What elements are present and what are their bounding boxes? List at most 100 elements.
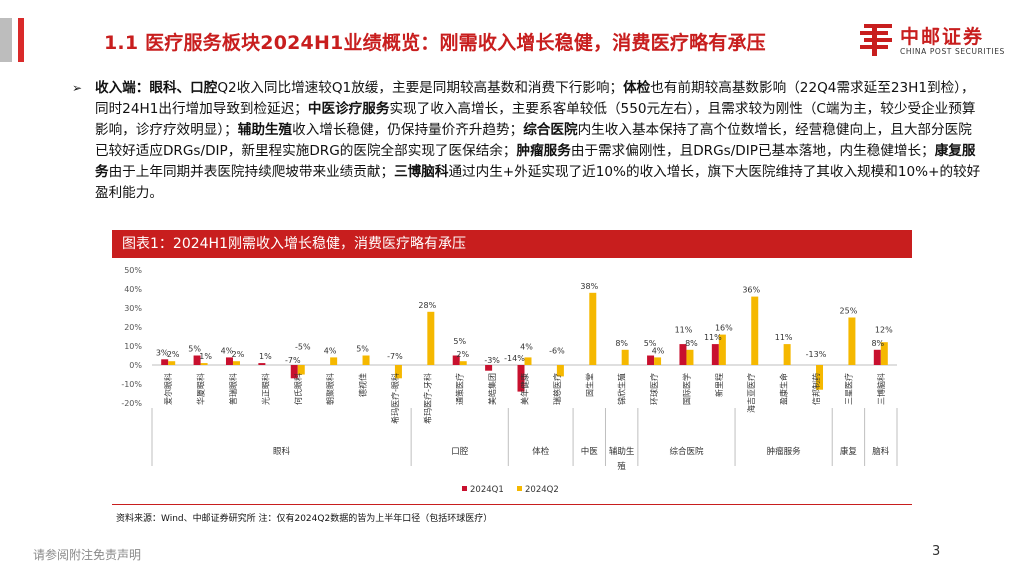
bar-2024Q1 [225,357,233,365]
bar-chart: 50% 40% 30% 20% 10% 0% -10% -20% 3% 2% 5% 1% 4% 2% 1% -… [112,258,912,508]
group-label: 康复 [840,446,858,457]
category-label: 朝聚眼科 [325,373,335,405]
logo-chinese-name: 中邮证券 [900,26,985,48]
category-label: 锦欣生殖 [617,373,627,405]
keyword-segment: 三博脑科 [394,164,449,180]
category-label: 新里程 [714,373,724,397]
category-label: 三星医疗 [843,373,853,405]
data-label: 2% [167,350,180,359]
group-label: 殖 [617,461,626,472]
text-segment: 由于上年同期并表医院持续爬坡带来业绩贡献； [108,164,395,180]
data-label: 11% [675,326,693,335]
category-label: 国际医学 [681,373,691,405]
data-label: 5% [453,337,466,346]
keyword-segment: 辅助生殖 [237,122,293,138]
keyword-segment: 中医诊疗服务 [307,101,390,117]
text-segment: 由于需求偏刚性，且DRGs/DIP已基本落地，内生稳健增长； [570,143,935,159]
bar-2024Q1 [452,355,460,365]
category-label: 通策医疗 [455,373,465,405]
data-label: 4% [221,346,234,355]
category-label: 三博脑科 [876,373,886,405]
keyword-segment: 收入端： [95,80,150,96]
disclaimer-link[interactable]: 请参阅附注免责声明 [33,548,142,562]
group-label: 脑科 [872,446,890,457]
data-label: 16% [715,324,733,333]
bar-2024Q1 [290,365,298,379]
bar-2024Q2 [297,365,305,375]
data-label: 8% [615,339,628,348]
category-label: 瑞慈医疗 [552,373,562,405]
bar-2024Q2 [589,292,597,365]
data-label: 38% [580,282,598,291]
chart-title-bar: 图表1：2024H1刚需收入增长稳健，消费医疗略有承压 [112,230,912,258]
category-label: 德视佳 [358,373,368,397]
group-label: 眼科 [273,446,291,457]
bar-2024Q2 [394,365,402,379]
data-label: 25% [840,307,858,316]
group-label: 肿瘤服务 [767,446,802,457]
body-paragraph: ➢ 收入端：眼科、口腔Q2收入同比增速较Q1放缓，主要是同期较高基数和消费下行影… [70,78,985,204]
keyword-segment: 肿瘤服务 [516,143,571,159]
legend-swatch-2024Q2 [517,486,522,491]
data-label: 11% [704,333,722,342]
bar-2024Q2 [686,349,694,365]
bar-2024Q1 [485,365,493,371]
data-label: 1% [199,352,212,361]
data-label: 11% [775,333,793,342]
legend-label: 2024Q2 [525,485,559,495]
bar-2024Q2 [556,365,564,377]
bar-2024Q2 [654,357,662,365]
y-tick-label: -10% [121,380,142,389]
bar-2024Q2 [232,361,240,365]
category-label: 华厦眼科 [196,373,206,405]
legend-swatch-2024Q1 [462,486,467,491]
data-label: -3% [484,356,500,365]
y-tick-label: 0% [129,361,142,370]
text-segment: 通过内生+外延实现了近10%的收入增长，旗下大医院维持了其收入规模和10%+的较… [95,164,981,201]
data-label: -5% [295,343,311,352]
category-label: 爱尔眼科 [163,373,173,405]
group-label: 综合医院 [669,446,704,457]
category-label: 盈康生命 [779,373,789,405]
bar-2024Q1 [517,365,525,392]
category-label: 固生堂 [584,373,594,397]
y-tick-label: 40% [124,285,142,294]
data-label: 5% [644,339,657,348]
data-label: 8% [871,339,884,348]
category-label: 普瑞眼科 [228,373,238,405]
page-number: 3 [932,544,941,559]
bar-2024Q2 [524,357,532,365]
data-label: -7% [285,356,301,365]
data-label: 2% [232,350,245,359]
bar-2024Q1 [161,359,169,365]
data-label: -13% [806,350,827,359]
group-label: 中医 [581,446,599,457]
chart-bottom-rule [112,504,912,505]
bar-2024Q1 [873,349,881,365]
y-tick-label: -20% [121,399,142,408]
keyword-segment: 综合医院 [523,122,578,138]
data-label: 28% [418,301,436,310]
category-label: 美年健康 [520,373,530,405]
bar-2024Q2 [362,355,370,365]
data-label: -14% [504,354,525,363]
bar-2024Q2 [621,349,629,365]
group-label: 口腔 [451,446,469,457]
bullet-arrow-icon: ➢ [72,81,83,95]
data-label: 5% [356,345,369,354]
data-label: 4% [324,346,337,355]
logo-english-name: CHINA POST SECURITIES [900,47,1005,56]
y-tick-label: 20% [124,323,142,332]
bar-2024Q1 [258,363,266,365]
bar-2024Q2 [816,365,824,390]
bar-2024Q2 [200,363,208,365]
bar-2024Q2 [718,334,726,365]
gray-bar [0,18,12,62]
red-bar [18,18,24,62]
legend-label: 2024Q1 [470,485,504,495]
group-label: 体检 [532,446,550,457]
bar-2024Q1 [711,344,719,365]
page-title: 1.1 医疗服务板块2024H1业绩概览：刚需收入增长稳健，消费医疗略有承压 [104,32,766,54]
keyword-segment: 体检 [623,80,651,96]
category-label: 美皓集团 [487,373,497,405]
